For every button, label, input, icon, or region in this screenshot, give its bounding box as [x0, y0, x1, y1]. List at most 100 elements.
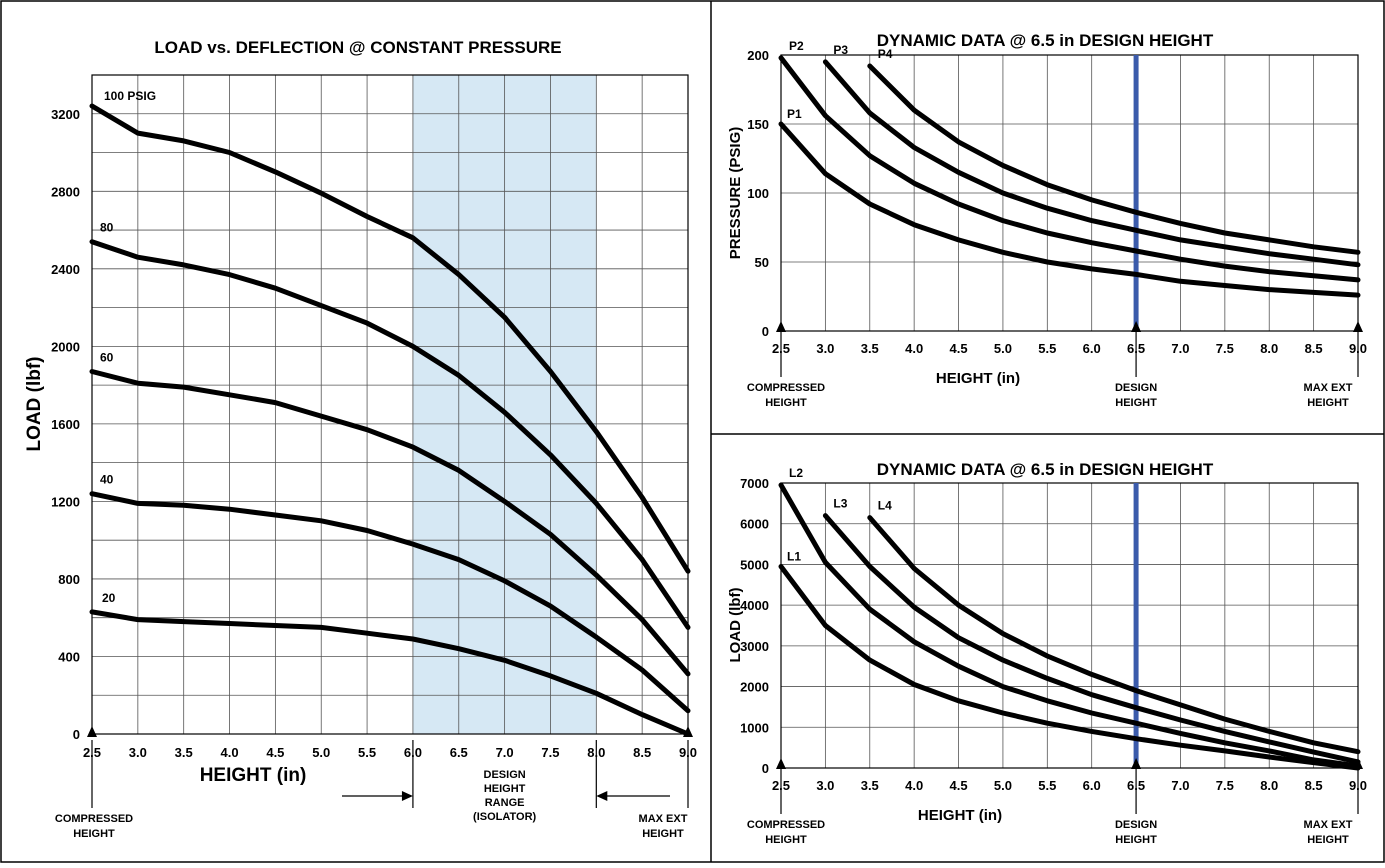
series-label: P2	[789, 39, 804, 53]
x-tick-label: 3.5	[861, 778, 879, 793]
series-label: L1	[787, 549, 801, 563]
max-ext-height-label: HEIGHT	[1307, 397, 1349, 409]
series-line-80	[89, 239, 691, 630]
x-tick-label: 5.5	[1038, 341, 1056, 356]
compressed-height-label: HEIGHT	[765, 397, 807, 409]
x-axis-label: HEIGHT (in)	[936, 370, 1020, 387]
y-tick-label: 4000	[740, 598, 769, 613]
x-tick-label: 3.0	[816, 778, 834, 793]
y-tick-label: 150	[747, 117, 769, 132]
y-tick-label: 2400	[51, 262, 80, 277]
x-tick-label: 3.0	[816, 341, 834, 356]
series-line-p1	[778, 121, 1361, 298]
y-tick-label: 50	[755, 255, 769, 270]
x-tick-label: 8.5	[633, 745, 651, 760]
x-tick-label: 5.0	[994, 341, 1012, 356]
series-label: L4	[878, 499, 892, 513]
compressed-height-label: HEIGHT	[765, 834, 807, 846]
compressed-arrow	[776, 321, 786, 332]
series-label: L2	[789, 466, 803, 480]
x-tick-label: 4.0	[905, 341, 923, 356]
x-tick-label: 5.0	[312, 745, 330, 760]
compressed-arrow	[87, 726, 97, 737]
x-tick-label: 3.5	[175, 745, 193, 760]
x-tick-label: 4.5	[949, 778, 967, 793]
compressed-height-label: COMPRESSED	[55, 813, 133, 825]
series-label: 80	[100, 221, 114, 235]
x-axis-label: HEIGHT (in)	[200, 765, 307, 786]
y-tick-label: 2000	[51, 339, 80, 354]
x-tick-label: 7.5	[1216, 778, 1234, 793]
design-arrow	[1131, 321, 1142, 332]
compressed-arrow	[776, 758, 786, 769]
series-label: 20	[102, 591, 116, 605]
max-ext-height-label: HEIGHT	[1307, 834, 1349, 846]
y-tick-label: 800	[58, 572, 80, 587]
y-tick-label: 0	[73, 727, 80, 742]
series-line-100-psig	[89, 103, 691, 574]
y-tick-label: 5000	[740, 557, 769, 572]
x-tick-label: 4.0	[220, 745, 238, 760]
x-tick-label: 7.5	[1216, 341, 1234, 356]
y-axis-label: PRESSURE (PSIG)	[727, 127, 744, 260]
design-arrow	[1131, 758, 1142, 769]
series-line-p3	[822, 59, 1361, 268]
design-range-label: HEIGHT	[484, 783, 526, 795]
y-tick-label: 200	[747, 48, 769, 63]
x-tick-label: 4.0	[905, 778, 923, 793]
max-ext-height-label: MAX EXT	[639, 813, 688, 825]
y-tick-label: 400	[58, 649, 80, 664]
series-line-l3	[822, 513, 1361, 765]
series-label: 40	[100, 473, 114, 487]
y-tick-label: 1000	[740, 720, 769, 735]
design-height-label: HEIGHT	[1115, 834, 1157, 846]
x-tick-label: 8.5	[1305, 341, 1323, 356]
max-ext-arrow	[1353, 321, 1363, 332]
x-tick-label: 4.5	[949, 341, 967, 356]
x-tick-label: 7.0	[1171, 341, 1189, 356]
x-tick-label: 7.5	[541, 745, 559, 760]
series-line-p2	[778, 55, 1361, 283]
x-tick-label: 8.0	[1260, 778, 1278, 793]
series-line-60	[89, 369, 691, 677]
x-tick-label: 8.0	[1260, 341, 1278, 356]
series-label: P1	[787, 107, 802, 121]
chart-layer: 100 PSIG 80 60 40 20 LOAD vs. DEFLECTION @ CO…	[24, 31, 1367, 846]
max-ext-height-label: MAX EXT	[1304, 382, 1353, 394]
x-tick-label: 6.0	[1083, 341, 1101, 356]
compressed-height-label: HEIGHT	[73, 828, 115, 840]
x-tick-label: 5.5	[1038, 778, 1056, 793]
series-line-20	[89, 609, 691, 737]
x-tick-label: 6.5	[450, 745, 468, 760]
y-tick-label: 2000	[740, 680, 769, 695]
plot-frame	[780, 482, 1359, 769]
y-tick-label: 0	[762, 324, 769, 339]
x-tick-label: 7.0	[496, 745, 514, 760]
y-axis-label: LOAD (lbf)	[24, 357, 45, 452]
series-line-l4	[867, 515, 1361, 755]
max-ext-height-label: HEIGHT	[642, 828, 684, 840]
compressed-height-label: COMPRESSED	[747, 382, 825, 394]
series-label: 60	[100, 351, 114, 365]
chart-title: DYNAMIC DATA @ 6.5 in DESIGN HEIGHT	[877, 31, 1214, 50]
x-tick-label: 5.5	[358, 745, 376, 760]
x-tick-label: 5.0	[994, 778, 1012, 793]
y-tick-label: 100	[747, 186, 769, 201]
chart-title: DYNAMIC DATA @ 6.5 in DESIGN HEIGHT	[877, 460, 1214, 479]
max-ext-arrow	[683, 726, 693, 737]
series-label: P3	[833, 43, 848, 57]
chart-title: LOAD vs. DEFLECTION @ CONSTANT PRESSURE	[154, 38, 561, 57]
series-line-p4	[867, 63, 1361, 255]
y-tick-label: 3200	[51, 107, 80, 122]
y-tick-label: 7000	[740, 476, 769, 491]
x-tick-label: 4.5	[266, 745, 284, 760]
x-axis-label: HEIGHT (in)	[918, 807, 1002, 824]
x-tick-label: 3.5	[861, 341, 879, 356]
series-line-l2	[778, 482, 1361, 769]
y-tick-label: 1200	[51, 494, 80, 509]
y-tick-label: 6000	[740, 517, 769, 532]
design-range-arrow-left	[401, 791, 413, 801]
y-tick-label: 1600	[51, 417, 80, 432]
series-label: L3	[833, 497, 847, 511]
